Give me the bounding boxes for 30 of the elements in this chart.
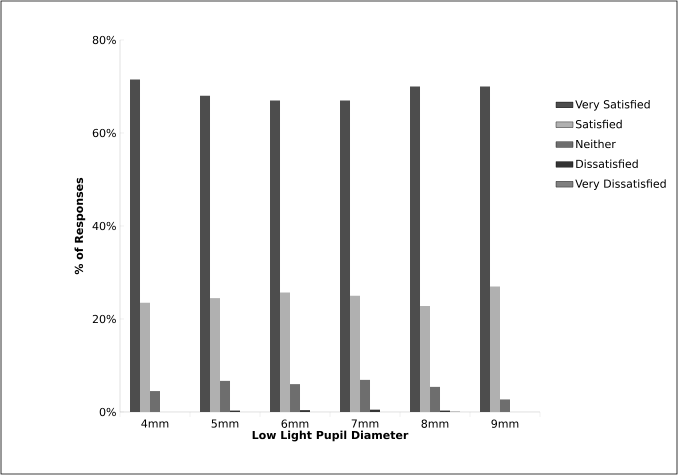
y-tick-label: 60% <box>92 128 116 138</box>
y-tick-label: 0% <box>100 408 116 416</box>
y-tick-label: 20% <box>92 314 116 324</box>
x-tick-label: 7mm <box>352 420 378 428</box>
x-tick-label: 6mm <box>282 419 308 428</box>
legend-label: Very Dissatisfied <box>575 179 666 190</box>
bar <box>130 80 140 412</box>
bar <box>200 96 210 412</box>
x-axis-title: Low Light Pupil Diameter <box>252 430 408 442</box>
bar <box>340 100 350 412</box>
bar <box>500 399 510 412</box>
bar <box>360 380 370 412</box>
y-axis-title: % of Responses <box>74 178 86 274</box>
x-tick-label: 5mm <box>212 420 238 428</box>
legend-label: Neither <box>576 140 616 148</box>
x-tick-label: 8mm <box>422 419 448 428</box>
bar <box>290 384 300 412</box>
legend-label: Very Satisfied <box>575 100 650 111</box>
bar <box>480 86 490 412</box>
bar <box>220 380 230 412</box>
bar <box>410 86 420 412</box>
legend-label: Satisfied <box>576 120 622 128</box>
x-tick-label: 4mm <box>141 420 168 428</box>
bar <box>430 386 440 412</box>
bar <box>150 391 160 412</box>
bar <box>270 100 280 412</box>
x-tick-label: 9mm <box>491 419 518 428</box>
legend-label: Dissatisfied <box>576 159 638 168</box>
y-tick-label: 80% <box>92 36 116 44</box>
y-tick-label: 40% <box>92 222 116 230</box>
